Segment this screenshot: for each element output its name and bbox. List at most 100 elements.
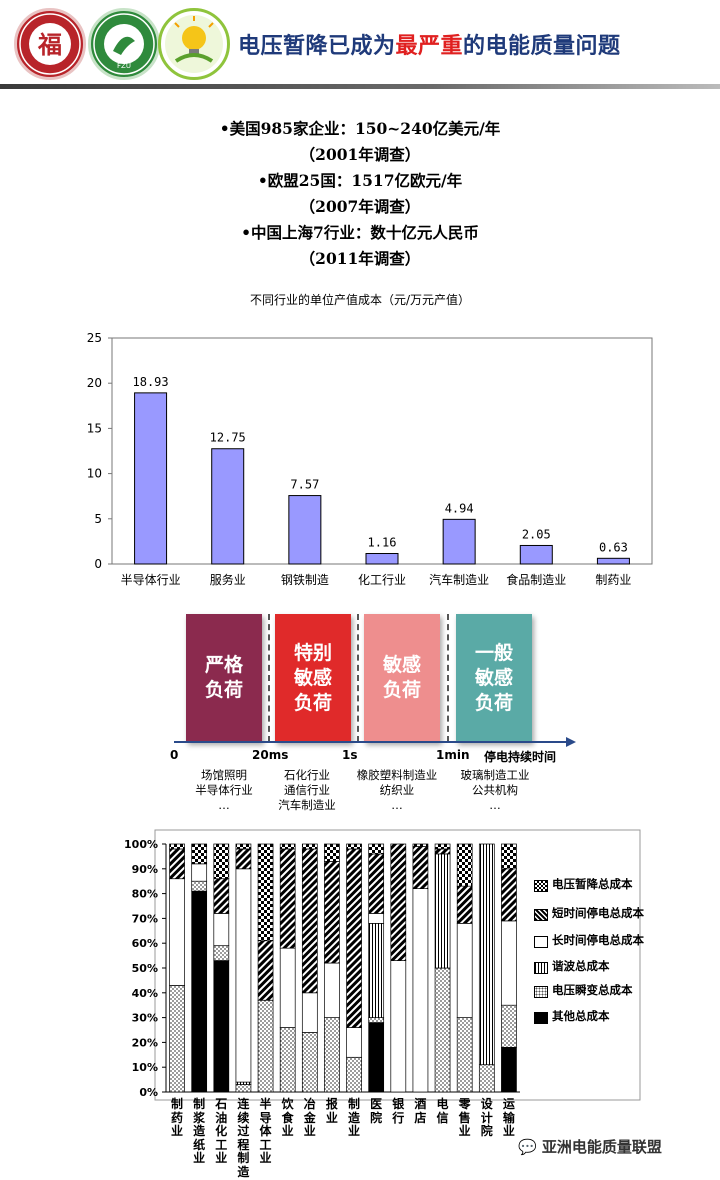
college-seal-icon: FZU	[93, 13, 155, 75]
strict-load-box: 严格 负荷	[186, 614, 262, 742]
bar-segment	[501, 1047, 517, 1093]
y-tick-label: 80%	[132, 888, 158, 901]
bar-segment	[169, 848, 185, 880]
title-suffix: 的电能质量问题	[463, 34, 621, 59]
bar-segment	[412, 843, 429, 847]
bar-segment	[501, 920, 517, 1006]
x-category-label: 银 行	[392, 1097, 405, 1125]
survey-line: •欧盟25国：1517亿欧元/年	[257, 171, 463, 190]
university-seal-icon: 福	[19, 13, 81, 75]
bar-segment	[368, 1022, 385, 1093]
bar-segment	[412, 846, 429, 889]
lightbulb-logo	[158, 8, 230, 80]
y-tick-label: 25	[87, 331, 102, 345]
bar	[442, 518, 476, 565]
wechat-icon: 💬	[518, 1138, 537, 1156]
bar-segment	[368, 913, 385, 924]
threshold-line	[268, 614, 270, 742]
bar	[519, 544, 553, 565]
industry-list: 石化行业 通信行业 汽车制造业	[278, 768, 336, 812]
y-tick-label: 40%	[132, 987, 158, 1000]
industry-list: 玻璃制造工业 公共机构 …	[460, 768, 530, 812]
bar-segment	[324, 861, 340, 964]
title-prefix: 电压暂降已成为	[238, 34, 396, 59]
bar-segment	[324, 843, 340, 862]
x-category-label: 制 造 业	[348, 1097, 361, 1138]
bar-segment	[301, 843, 318, 850]
watermark-text: 亚洲电能质量联盟	[541, 1138, 662, 1156]
x-tick-label: 化工行业	[358, 573, 406, 587]
bar-segment	[257, 999, 274, 1093]
general-sensitive-load-box: 一般 敏感 负荷	[456, 614, 532, 742]
y-tick-label: 70%	[132, 912, 158, 925]
data-label: 0.63	[599, 540, 628, 554]
time-axis-arrow	[174, 737, 576, 747]
threshold-line	[447, 614, 449, 742]
bar-segment	[279, 843, 296, 850]
bar	[596, 557, 630, 565]
survey-line: •美国985家企业：150~240亿美元/年	[219, 119, 501, 138]
y-tick-label: 30%	[132, 1012, 158, 1025]
page-title: 电压暂降已成为最严重的电能质量问题	[238, 28, 621, 60]
bar-segment	[213, 913, 230, 947]
bar-segment	[235, 848, 252, 870]
bar-segment	[456, 843, 473, 887]
bar-segment	[390, 960, 407, 1093]
chart-frame	[154, 829, 641, 1101]
x-tick-label: 钢铁制造	[281, 573, 329, 587]
y-tick-label: 10%	[132, 1061, 158, 1074]
bar-segment	[301, 1032, 318, 1093]
bar-segment	[501, 843, 517, 870]
bar-segment	[390, 843, 407, 961]
x-tick-label: 食品制造业	[506, 572, 566, 587]
bar-segment	[368, 843, 385, 855]
bar-segment	[279, 947, 296, 1028]
survey-line: （2001年调查）	[299, 145, 421, 164]
watermark: 💬 亚洲电能质量联盟	[518, 1136, 662, 1157]
bar-segment	[257, 940, 274, 1001]
chart1-title: 不同行业的单位产值成本（元/万元产值）	[249, 293, 471, 307]
y-tick-label: 15	[87, 421, 102, 435]
bar-segment	[434, 848, 451, 855]
svg-text:FZU: FZU	[117, 62, 131, 70]
bar-segment	[169, 985, 185, 1093]
bar-segment	[235, 843, 252, 850]
bar-segment	[456, 885, 473, 924]
bar-segment	[279, 848, 296, 949]
bar-segment	[191, 863, 208, 882]
bar-segment	[279, 1027, 296, 1093]
bar-segment	[324, 962, 340, 1018]
special-sensitive-load-box: 特别 敏感 负荷	[275, 614, 351, 742]
time-tick: 1s	[342, 748, 358, 762]
survey-line: （2007年调查）	[299, 197, 421, 216]
x-category-label: 连 续 过 程 制 造	[237, 1097, 250, 1179]
x-category-label: 设 计 院	[480, 1097, 493, 1138]
bar-segment	[434, 853, 451, 969]
y-tick-label: 10	[87, 467, 102, 481]
time-tick: 0	[170, 748, 179, 762]
data-label: 2.05	[522, 527, 551, 541]
x-tick-label: 半导体行业	[121, 573, 181, 587]
threshold-line	[357, 614, 359, 742]
data-label: 18.93	[133, 375, 169, 389]
bar-segment	[191, 890, 208, 1093]
bar-segment	[191, 880, 208, 892]
university-logo: 福	[14, 8, 86, 80]
bar-segment	[368, 1017, 385, 1023]
lightbulb-icon	[165, 15, 223, 73]
x-category-label: 饮 食 业	[281, 1097, 294, 1138]
x-tick-label: 服务业	[210, 572, 246, 587]
bar-segment	[456, 923, 473, 1018]
bar-segment	[412, 888, 429, 1093]
bar-segment	[235, 868, 252, 1083]
bar-segment	[501, 1004, 517, 1048]
data-label: 4.94	[445, 501, 474, 515]
bar-segment	[213, 945, 230, 961]
bar-segment	[235, 1081, 252, 1085]
plot-frame	[111, 337, 653, 565]
bar-segment	[346, 1056, 362, 1093]
industry-list: 场馆照明 半导体行业 …	[195, 768, 253, 812]
x-category-label: 零 售 业	[458, 1097, 471, 1138]
data-label: 7.57	[290, 478, 319, 492]
x-category-label: 电 信	[436, 1097, 449, 1125]
